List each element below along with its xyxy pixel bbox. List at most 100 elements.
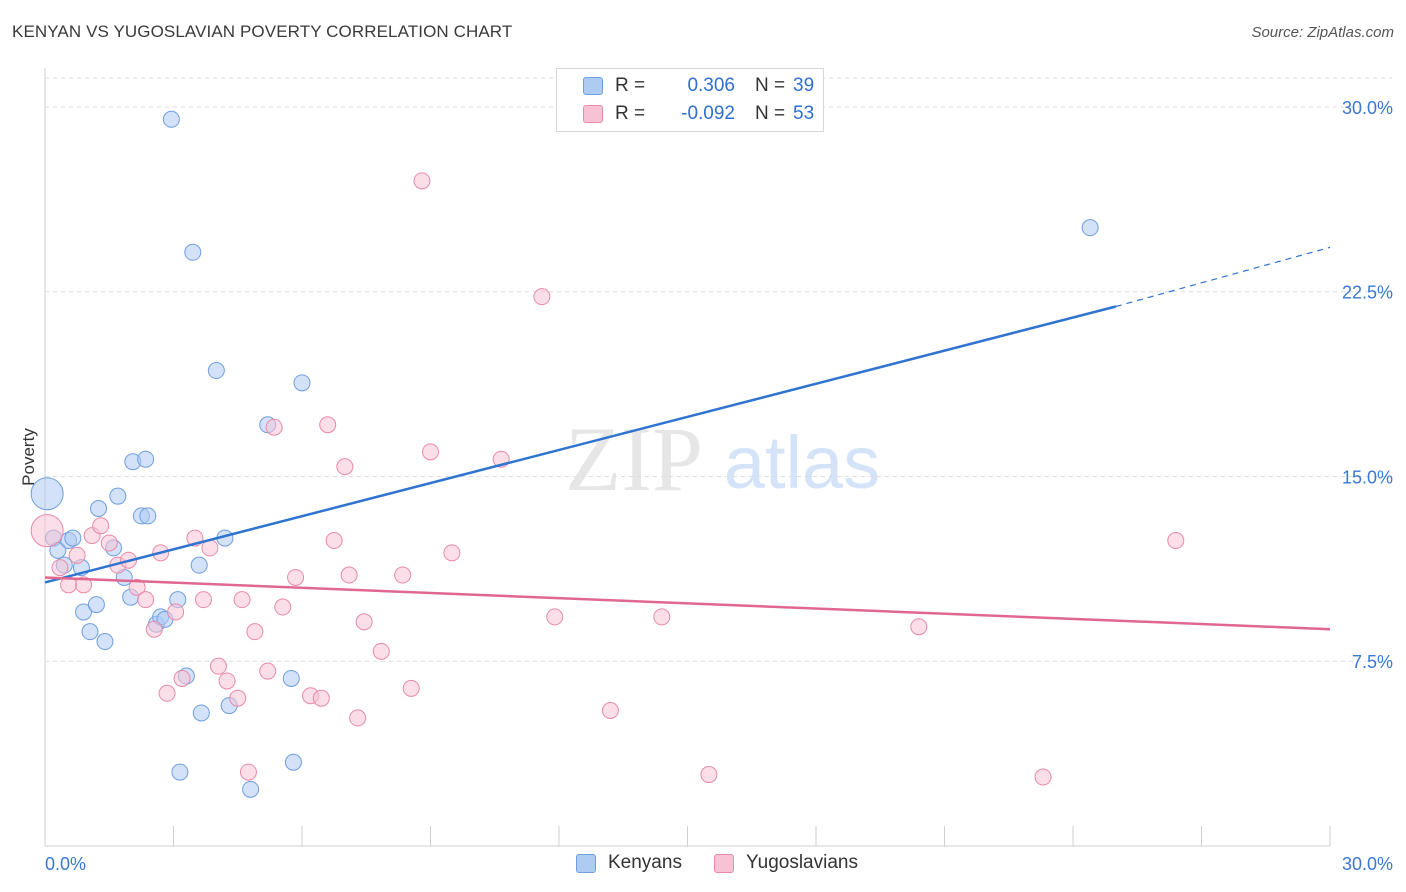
kenyan-point bbox=[81, 623, 99, 641]
legend-n-value: 39 bbox=[793, 75, 815, 96]
kenyan-point bbox=[109, 487, 127, 505]
kenyan-point bbox=[284, 753, 302, 771]
kenyan-point bbox=[96, 633, 114, 651]
kenyan-point bbox=[87, 596, 105, 614]
yugoslavian-point bbox=[229, 689, 247, 707]
kenyan-point bbox=[137, 450, 155, 468]
yugoslavian-point bbox=[287, 568, 305, 586]
legend-n-label: N = bbox=[755, 103, 786, 124]
kenyan-trend-extension bbox=[1115, 246, 1331, 308]
yugoslavian-point bbox=[209, 657, 227, 675]
yugoslavian-point bbox=[601, 702, 619, 720]
watermark: ZIP atlas bbox=[565, 408, 880, 510]
kenyan-point bbox=[184, 243, 202, 261]
x-tick-label-min: 0.0% bbox=[45, 854, 86, 874]
yugoslavian-point bbox=[158, 684, 176, 702]
yugoslavian-point bbox=[137, 591, 155, 609]
kenyan-point bbox=[64, 529, 82, 547]
yugoslavian-point bbox=[1034, 768, 1052, 786]
yugoslavian-point bbox=[68, 546, 86, 564]
y-tick-labels: 7.5% 15.0% 22.5% 30.0% bbox=[1342, 98, 1393, 672]
yugoslavian-point bbox=[325, 532, 343, 550]
legend-r-value: -0.092 bbox=[681, 103, 735, 124]
yugoslavian-point bbox=[167, 603, 185, 621]
yugoslavian-point bbox=[1167, 532, 1185, 550]
yugoslavian-point bbox=[145, 620, 163, 638]
legend-r-label: R = bbox=[615, 103, 646, 124]
yugoslavian-point bbox=[128, 578, 146, 596]
chart-title: KENYAN VS YUGOSLAVIAN POVERTY CORRELATIO… bbox=[12, 22, 513, 41]
yugoslavian-point bbox=[394, 566, 412, 584]
yugoslavian-point bbox=[319, 416, 337, 434]
kenyan-point bbox=[293, 374, 311, 392]
legend-r-label: R = bbox=[615, 75, 646, 96]
series-legend: Kenyans Yugoslavians bbox=[0, 852, 1406, 878]
yugoslavian-legend-swatch bbox=[714, 853, 734, 873]
yugoslavian-point bbox=[194, 591, 212, 609]
watermark-atlas: atlas bbox=[724, 421, 880, 504]
kenyan-point bbox=[30, 477, 64, 511]
legend-label-kenyans: Kenyans bbox=[608, 852, 682, 873]
y-tick-label: 15.0% bbox=[1342, 467, 1393, 487]
y-axis-label-group: Poverty bbox=[19, 428, 38, 486]
kenyan-point bbox=[282, 669, 300, 687]
kenyan-point bbox=[139, 507, 157, 525]
legend-row-kenyans: R = 0.306 N = 39 bbox=[583, 74, 814, 98]
yugoslavian-point bbox=[30, 514, 64, 548]
kenyan-point bbox=[242, 780, 260, 798]
legend-n-value: 53 bbox=[793, 103, 815, 124]
watermark-zip: ZIP bbox=[565, 408, 703, 510]
legend-n-label: N = bbox=[755, 75, 786, 96]
correlation-legend: R = 0.306 N = 39 R = -0.092 N = 53 bbox=[556, 68, 824, 132]
yugoslavian-swatch bbox=[583, 105, 603, 123]
yugoslavian-point bbox=[173, 669, 191, 687]
yugoslavian-point bbox=[546, 608, 564, 626]
axes bbox=[44, 68, 1331, 847]
yugoslavian-point bbox=[910, 618, 928, 636]
yugoslavian-trend-line bbox=[44, 576, 1331, 631]
y-tick-label: 30.0% bbox=[1342, 98, 1393, 118]
legend-item-yugoslavians: Yugoslavians bbox=[714, 852, 858, 874]
trend-lines bbox=[44, 246, 1331, 631]
legend-item-kenyans: Kenyans bbox=[576, 852, 682, 874]
kenyan-point bbox=[75, 603, 93, 621]
legend-row-yugoslavians: R = -0.092 N = 53 bbox=[583, 102, 814, 126]
yugoslavian-point bbox=[372, 642, 390, 660]
legend-label-yugoslavians: Yugoslavians bbox=[746, 852, 858, 873]
yugoslavian-point bbox=[422, 443, 439, 461]
y-tick-label: 22.5% bbox=[1342, 283, 1393, 303]
yugoslavian-point bbox=[75, 576, 93, 594]
y-axis-label: Poverty bbox=[19, 428, 38, 486]
y-tick-label: 7.5% bbox=[1352, 652, 1393, 672]
yugoslavian-point bbox=[265, 418, 283, 436]
kenyan-point bbox=[192, 704, 210, 722]
kenyan-point bbox=[190, 556, 208, 574]
yugoslavian-point bbox=[100, 534, 118, 552]
yugoslavian-point bbox=[349, 709, 367, 727]
yugoslavian-point bbox=[402, 679, 420, 697]
kenyan-point bbox=[207, 362, 225, 380]
kenyan-legend-swatch bbox=[576, 853, 596, 873]
kenyan-point bbox=[171, 763, 189, 781]
yugoslavian-point bbox=[246, 623, 264, 641]
x-tick-label-max: 30.0% bbox=[1342, 854, 1393, 874]
yugoslavian-point bbox=[312, 689, 330, 707]
kenyan-point bbox=[1081, 219, 1099, 237]
yugoslavian-point bbox=[533, 288, 551, 306]
yugoslavian-points bbox=[30, 172, 1185, 786]
yugoslavian-point bbox=[259, 662, 277, 680]
yugoslavian-point bbox=[413, 172, 431, 190]
kenyan-swatch bbox=[583, 77, 603, 95]
yugoslavian-point bbox=[653, 608, 671, 626]
x-tick-labels: 0.0% 30.0% bbox=[45, 854, 1393, 874]
kenyan-point bbox=[162, 110, 180, 128]
yugoslavian-point bbox=[274, 598, 292, 616]
yugoslavian-point bbox=[700, 766, 718, 784]
source-label: Source: ZipAtlas.com bbox=[1251, 24, 1394, 41]
yugoslavian-point bbox=[239, 763, 257, 781]
kenyan-point bbox=[90, 500, 108, 518]
yugoslavian-point bbox=[233, 591, 251, 609]
yugoslavian-point bbox=[443, 544, 461, 562]
legend-r-value: 0.306 bbox=[687, 75, 735, 96]
